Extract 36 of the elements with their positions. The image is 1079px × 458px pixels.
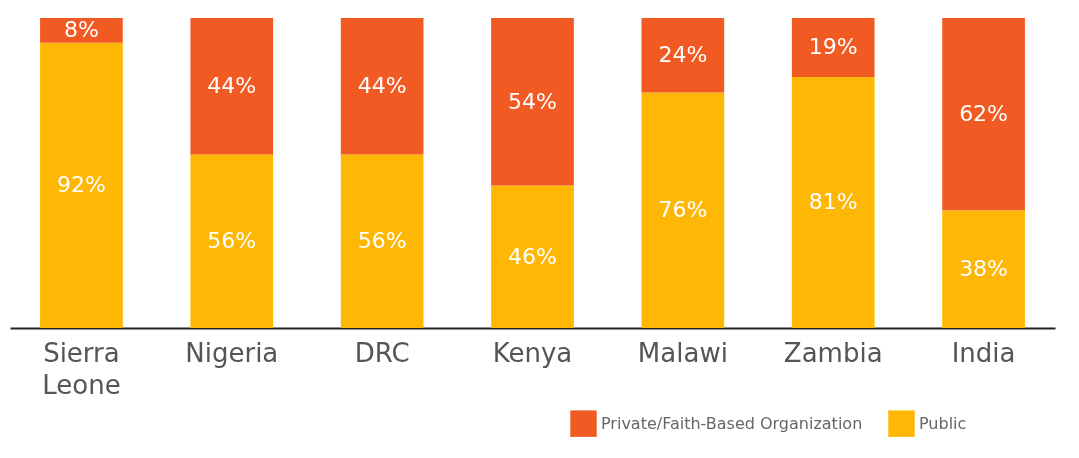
x-tick-label: Malawi bbox=[637, 337, 728, 368]
data-label: 44% bbox=[207, 73, 257, 99]
bar bbox=[791, 76, 875, 328]
bar bbox=[491, 18, 574, 186]
bar bbox=[340, 154, 424, 328]
x-tick-label: Kenya bbox=[492, 337, 573, 368]
data-label: 46% bbox=[508, 243, 557, 269]
legend-label: Public bbox=[919, 413, 967, 433]
x-tick-label: Nigeria bbox=[185, 337, 279, 368]
bar bbox=[791, 18, 875, 77]
data-label: 19% bbox=[808, 34, 858, 60]
data-label: 81% bbox=[808, 189, 858, 215]
data-label: 76% bbox=[658, 197, 708, 223]
legend-label: Private/Faith-Based Organization bbox=[601, 413, 863, 433]
data-label: 44% bbox=[357, 73, 407, 99]
data-label: 8% bbox=[63, 17, 99, 43]
data-label: 62% bbox=[959, 101, 1009, 127]
data-label: 92% bbox=[56, 172, 106, 198]
bar bbox=[942, 18, 1025, 211]
bar bbox=[641, 92, 725, 328]
x-tick-label: Zambia bbox=[783, 337, 883, 368]
data-label: 38% bbox=[959, 256, 1009, 282]
data-label: 56% bbox=[357, 228, 407, 254]
bar bbox=[641, 18, 725, 93]
data-label: 56% bbox=[207, 228, 257, 254]
bar bbox=[491, 185, 574, 328]
bar bbox=[190, 154, 274, 328]
x-tick-label: India bbox=[951, 337, 1016, 368]
bar bbox=[40, 42, 123, 328]
bar bbox=[340, 18, 424, 155]
x-tick-label: DRC bbox=[354, 337, 410, 368]
data-label: 54% bbox=[508, 88, 557, 114]
data-label: 24% bbox=[658, 42, 708, 68]
bar bbox=[942, 210, 1025, 328]
bar bbox=[190, 18, 274, 155]
x-tick-label: Sierra Leone bbox=[42, 337, 121, 400]
